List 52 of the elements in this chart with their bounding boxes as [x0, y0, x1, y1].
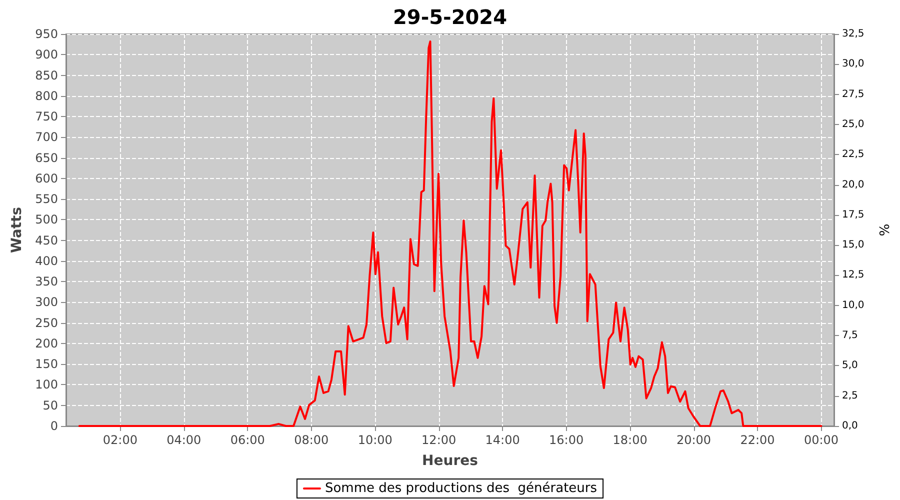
y-axis-title: Watts [9, 206, 26, 254]
y-tick-label: 650 [35, 150, 58, 165]
x-tick-label: 00:00 [804, 433, 839, 447]
line-series [78, 40, 822, 427]
x-tick-label: 16:00 [549, 433, 584, 447]
y-tick-label: 600 [35, 171, 58, 186]
x-axis-title: Heures [422, 453, 478, 469]
y2-tick-label: 5,0 [842, 360, 858, 372]
x-tick-label: 12:00 [422, 433, 456, 447]
y-tick-label: 550 [35, 192, 58, 206]
legend-label: Somme des productions des générateurs [324, 481, 598, 496]
y-tick-label: 150 [35, 357, 58, 372]
x-tick-label: 10:00 [358, 433, 392, 447]
y-tick-label: 250 [35, 316, 58, 330]
y-tick-label: 850 [35, 68, 58, 82]
y2-tick-label: 0,0 [842, 420, 858, 432]
y2-tick-label: 22,5 [842, 149, 864, 160]
y2-tick-label: 32,5 [842, 28, 864, 40]
y-tick-label: 0 [50, 419, 58, 433]
y2-tick-label: 12,5 [842, 270, 864, 281]
y2-tick-label: 15,0 [842, 240, 864, 251]
y2-tick-label: 25,0 [842, 118, 864, 130]
y-tick-label: 300 [35, 295, 58, 310]
x-tick-label: 02:00 [102, 433, 138, 447]
y-tick-label: 900 [35, 48, 58, 62]
x-tick-label: 14:00 [485, 433, 520, 447]
x-tick-label: 04:00 [166, 433, 202, 447]
x-tick-label: 22:00 [740, 433, 775, 447]
y-tick-label: 750 [35, 110, 58, 124]
x-tick-label: 08:00 [294, 433, 329, 447]
y2-tick-label: 30,0 [842, 58, 864, 70]
y-tick-label: 200 [35, 336, 58, 350]
y2-axis-title: % [878, 224, 893, 236]
x-tick-label: 20:00 [676, 433, 712, 447]
y-tick-label: 950 [35, 27, 58, 41]
y2-tick-label: 2,5 [842, 390, 858, 402]
y2-tick-label: 20,0 [842, 179, 864, 190]
y-tick-label: 50 [42, 398, 58, 412]
y-tick-label: 500 [35, 212, 58, 227]
y-tick-label: 400 [35, 254, 58, 268]
x-tick-label: 06:00 [230, 433, 265, 447]
x-tick-label: 18:00 [612, 433, 648, 447]
chart-title: 29-5-2024 [392, 5, 508, 29]
y-tick-label: 450 [35, 233, 58, 248]
y2-tick-label: 10,0 [842, 300, 864, 311]
y2-tick-label: 27,5 [842, 88, 864, 100]
y-tick-label: 350 [35, 274, 58, 289]
y2-tick-label: 7,5 [842, 330, 858, 342]
y-tick-label: 800 [35, 88, 58, 103]
y-tick-label: 700 [35, 130, 58, 144]
y-tick-label: 100 [35, 378, 58, 392]
y2-tick-label: 17,5 [842, 209, 864, 220]
